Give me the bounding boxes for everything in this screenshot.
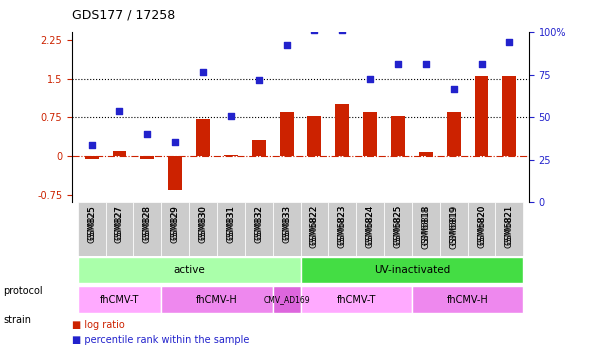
Bar — [391, 116, 405, 156]
Bar — [196, 119, 210, 156]
FancyBboxPatch shape — [412, 286, 523, 313]
Text: CMV_AD169: CMV_AD169 — [263, 295, 310, 304]
Bar — [419, 152, 433, 156]
Point — [477, 61, 486, 67]
Point — [282, 42, 291, 48]
Bar — [475, 76, 489, 156]
Text: GSM828: GSM828 — [143, 205, 152, 240]
Text: GSM829: GSM829 — [171, 205, 180, 243]
Text: GDS177 / 17258: GDS177 / 17258 — [72, 9, 175, 21]
FancyBboxPatch shape — [217, 202, 245, 256]
Point — [87, 142, 96, 147]
FancyBboxPatch shape — [273, 202, 300, 256]
Text: GSM833: GSM833 — [282, 205, 291, 240]
Text: GSM827: GSM827 — [115, 205, 124, 243]
FancyBboxPatch shape — [384, 202, 412, 256]
FancyBboxPatch shape — [300, 257, 523, 283]
FancyBboxPatch shape — [78, 286, 161, 313]
Text: GSM827: GSM827 — [115, 205, 124, 240]
Text: GSM6818: GSM6818 — [421, 205, 430, 246]
Text: GSM6820: GSM6820 — [477, 205, 486, 245]
Text: GSM6820: GSM6820 — [477, 205, 486, 248]
Text: GSM6824: GSM6824 — [365, 205, 374, 248]
FancyBboxPatch shape — [300, 202, 328, 256]
Point — [393, 61, 403, 67]
Text: GSM830: GSM830 — [198, 205, 207, 243]
Bar — [141, 156, 154, 159]
Point — [421, 61, 431, 67]
Text: fhCMV-T: fhCMV-T — [100, 295, 139, 305]
Point — [170, 139, 180, 144]
Text: fhCMV-T: fhCMV-T — [337, 295, 376, 305]
Text: strain: strain — [3, 315, 31, 325]
Text: fhCMV-H: fhCMV-H — [447, 295, 489, 305]
Text: GSM830: GSM830 — [198, 205, 207, 240]
Text: GSM825: GSM825 — [87, 205, 96, 243]
FancyBboxPatch shape — [161, 286, 273, 313]
Text: GSM6819: GSM6819 — [449, 205, 458, 245]
Text: GSM6821: GSM6821 — [505, 205, 514, 245]
Text: GSM832: GSM832 — [254, 205, 263, 240]
Text: GSM6824: GSM6824 — [365, 205, 374, 245]
Bar — [502, 76, 516, 156]
Text: fhCMV-H: fhCMV-H — [196, 295, 238, 305]
Bar — [252, 141, 266, 156]
Text: GSM6818: GSM6818 — [421, 205, 430, 248]
Point — [505, 40, 514, 45]
Text: GSM833: GSM833 — [282, 205, 291, 243]
FancyBboxPatch shape — [106, 202, 133, 256]
Text: ■ log ratio: ■ log ratio — [72, 321, 125, 331]
FancyBboxPatch shape — [356, 202, 384, 256]
Bar — [335, 104, 349, 156]
Point — [338, 27, 347, 32]
FancyBboxPatch shape — [133, 202, 161, 256]
Text: GSM6822: GSM6822 — [310, 205, 319, 245]
Text: GSM6825: GSM6825 — [394, 205, 403, 245]
Text: UV-inactivated: UV-inactivated — [374, 265, 450, 275]
Bar — [224, 155, 238, 156]
Point — [310, 27, 319, 32]
Point — [198, 69, 208, 75]
Bar — [279, 112, 293, 156]
FancyBboxPatch shape — [495, 202, 523, 256]
Text: GSM6822: GSM6822 — [310, 205, 319, 248]
Text: GSM6823: GSM6823 — [338, 205, 347, 246]
Text: active: active — [173, 265, 205, 275]
Bar — [112, 151, 126, 156]
Text: GSM828: GSM828 — [143, 205, 152, 243]
Text: GSM825: GSM825 — [87, 205, 96, 240]
Text: GSM829: GSM829 — [171, 205, 180, 240]
FancyBboxPatch shape — [468, 202, 495, 256]
Bar — [308, 116, 322, 156]
Bar — [447, 112, 460, 156]
FancyBboxPatch shape — [78, 202, 106, 256]
Text: ■ percentile rank within the sample: ■ percentile rank within the sample — [72, 335, 249, 345]
Text: GSM6825: GSM6825 — [394, 205, 403, 248]
Bar — [168, 156, 182, 190]
Text: GSM832: GSM832 — [254, 205, 263, 243]
Bar — [85, 156, 99, 159]
FancyBboxPatch shape — [412, 202, 440, 256]
FancyBboxPatch shape — [273, 286, 300, 313]
Point — [365, 76, 375, 81]
Point — [449, 86, 459, 92]
Text: protocol: protocol — [3, 286, 43, 296]
Bar — [363, 112, 377, 156]
FancyBboxPatch shape — [161, 202, 189, 256]
Text: GSM831: GSM831 — [227, 205, 236, 240]
Point — [254, 77, 263, 82]
FancyBboxPatch shape — [189, 202, 217, 256]
Text: GSM6821: GSM6821 — [505, 205, 514, 248]
FancyBboxPatch shape — [328, 202, 356, 256]
FancyBboxPatch shape — [440, 202, 468, 256]
FancyBboxPatch shape — [78, 257, 300, 283]
Point — [142, 131, 152, 137]
Point — [226, 113, 236, 119]
Point — [115, 108, 124, 114]
Text: GSM6819: GSM6819 — [449, 205, 458, 248]
Text: GSM6823: GSM6823 — [338, 205, 347, 248]
FancyBboxPatch shape — [300, 286, 412, 313]
FancyBboxPatch shape — [245, 202, 273, 256]
Text: GSM831: GSM831 — [227, 205, 236, 243]
